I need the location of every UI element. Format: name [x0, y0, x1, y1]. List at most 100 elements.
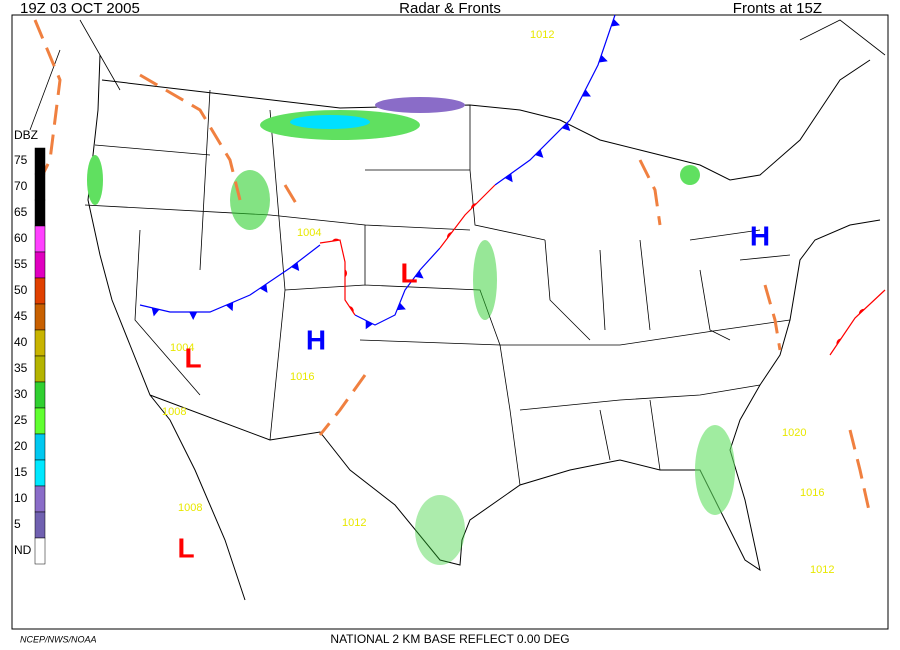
warm-front — [319, 239, 356, 316]
front-triangle — [225, 302, 234, 312]
legend-swatch — [34, 433, 46, 461]
legend-swatch — [34, 251, 46, 279]
radar-echo — [695, 425, 735, 515]
map-frame — [11, 14, 889, 630]
legend-label: ND — [14, 543, 32, 557]
isobar-label: 1016 — [800, 487, 824, 499]
front-triangle — [396, 302, 406, 311]
front-triangle — [259, 283, 268, 293]
pressure-centers: H H L L L — [177, 220, 770, 563]
legend-label: 20 — [14, 439, 28, 453]
border — [101, 59, 871, 181]
high-center: H — [306, 324, 326, 355]
radar-echo — [87, 155, 103, 205]
troughs — [33, 19, 872, 516]
front-triangle — [151, 307, 160, 317]
legend-swatch — [34, 355, 46, 383]
legend-swatch — [34, 459, 46, 487]
radar-echo — [230, 170, 270, 230]
radar-echoes — [87, 97, 735, 565]
legend-label: 5 — [14, 517, 21, 531]
legend-swatch — [34, 511, 46, 539]
trough — [283, 184, 302, 211]
valid-time: 19Z 03 OCT 2005 — [20, 0, 140, 17]
isobar-label: 1012 — [530, 29, 554, 41]
isobar-label: 1020 — [782, 427, 806, 439]
warm-front — [439, 184, 496, 249]
front-triangle — [611, 18, 620, 27]
front-semicircle — [331, 238, 340, 242]
isobar-label: 1004 — [297, 227, 321, 239]
isobar-label: 1008 — [162, 406, 186, 418]
radar-echo — [680, 165, 700, 185]
front-triangle — [561, 122, 571, 132]
front-triangle — [534, 149, 544, 158]
legend-label: 65 — [14, 205, 28, 219]
legend-label: 60 — [14, 231, 28, 245]
legend-label: 10 — [14, 491, 28, 505]
radar-echo — [473, 240, 497, 320]
legend-swatch — [34, 199, 46, 227]
cold-front — [494, 14, 616, 186]
legend-label: 15 — [14, 465, 28, 479]
legend-swatch — [34, 277, 46, 305]
front-triangle — [581, 89, 591, 97]
low-center: L — [177, 532, 194, 563]
front-triangle — [365, 320, 373, 330]
radar-echo — [290, 115, 370, 129]
legend-swatch — [34, 537, 46, 565]
front-semicircle — [471, 203, 477, 209]
front-triangle — [414, 270, 424, 279]
front-semicircle — [858, 308, 865, 315]
front-triangle — [504, 173, 513, 183]
legend-label: 30 — [14, 387, 28, 401]
isobar-label: 1004 — [170, 342, 194, 354]
isobar-label: 1016 — [290, 371, 314, 383]
legend-swatch — [34, 225, 46, 253]
front-triangle — [291, 262, 300, 272]
product-label: NATIONAL 2 KM BASE REFLECT 0.00 DEG — [330, 632, 569, 646]
low-center: L — [400, 257, 417, 288]
front-triangle — [189, 312, 198, 320]
legend-swatch — [34, 381, 46, 409]
legend-label: 40 — [14, 335, 28, 349]
trough — [139, 73, 242, 201]
trough — [848, 429, 872, 516]
legend-title: DBZ — [14, 128, 38, 142]
legend-swatch — [34, 485, 46, 513]
radar-echo — [415, 495, 465, 565]
legend-label: 50 — [14, 283, 28, 297]
legend-label: 55 — [14, 257, 28, 271]
isobar-label: 1012 — [342, 517, 366, 529]
legend-label: 70 — [14, 179, 28, 193]
isobar-label: 1012 — [810, 564, 834, 576]
fronts — [139, 14, 886, 356]
front-semicircle — [345, 269, 347, 278]
legend-swatch — [34, 329, 46, 357]
legend-swatch — [34, 147, 46, 175]
trough — [318, 374, 367, 436]
legend-label: 45 — [14, 309, 28, 323]
trough — [638, 159, 662, 226]
isobar-label: 1008 — [178, 502, 202, 514]
isobar-labels: 1012 1004 1004 1016 1008 1008 1012 1020 … — [162, 29, 834, 576]
front-triangle — [598, 54, 608, 63]
legend-swatch — [34, 303, 46, 331]
legend-label: 25 — [14, 413, 28, 427]
front-semicircle — [447, 232, 453, 239]
high-center: H — [750, 220, 770, 251]
front-semicircle — [836, 338, 842, 346]
fronts-time: Fronts at 15Z — [733, 0, 822, 17]
radar-echo — [375, 97, 465, 113]
front-semicircle — [349, 306, 354, 313]
legend-label: 35 — [14, 361, 28, 375]
map-title: Radar & Fronts — [399, 0, 501, 17]
source-credit: NCEP/NWS/NOAA — [20, 634, 97, 644]
legend-swatch — [34, 407, 46, 435]
trough — [763, 284, 782, 351]
low-center: L — [184, 342, 201, 373]
legend: DBZ 75 70 65 60 55 50 45 40 35 30 25 20 15 10 5 ND — [14, 128, 46, 565]
legend-label: 75 — [14, 153, 28, 167]
legend-swatch — [34, 173, 46, 201]
